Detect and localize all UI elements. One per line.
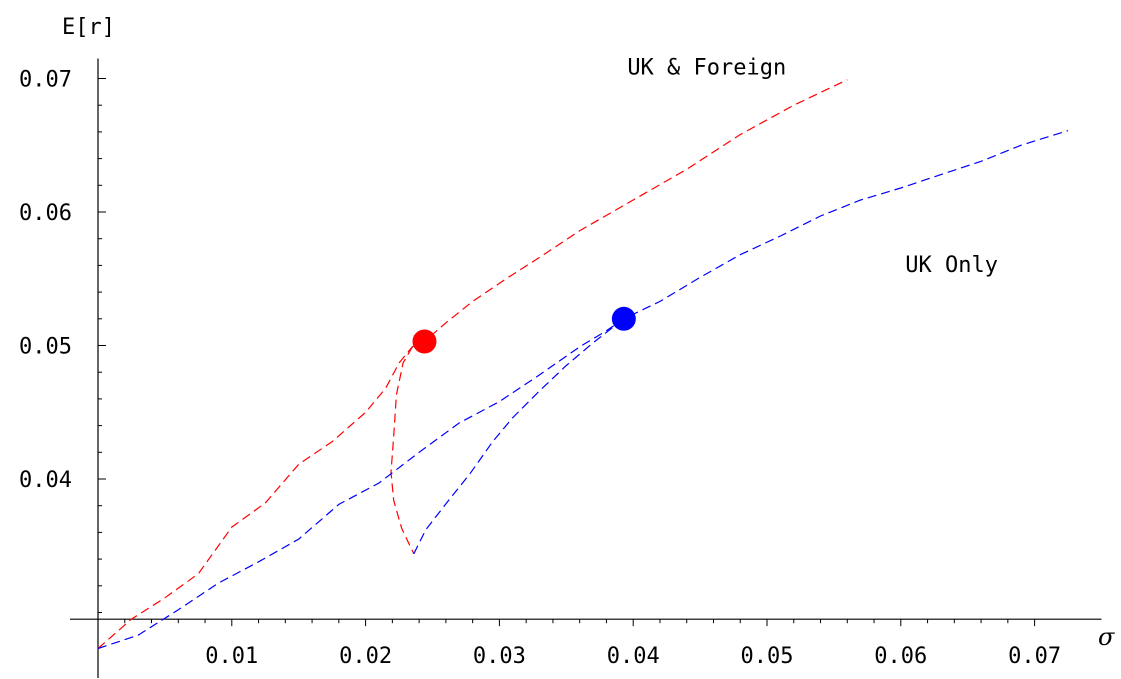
x-axis-title: σ [1098, 623, 1115, 651]
y-tick-label: 0.06 [19, 201, 72, 226]
marker-layer [412, 306, 636, 354]
label-layer: E[r] σ UK & Foreign UK Only [62, 15, 1115, 651]
x-tick-label: 0.02 [339, 644, 392, 669]
x-tick-label: 0.03 [473, 644, 526, 669]
x-tick-label: 0.06 [874, 644, 927, 669]
axes: 0.01 0.02 0.03 0.04 0.05 0.06 0.07 0.04 0.05 0.06… [19, 58, 1102, 678]
x-tick-label: 0.07 [1008, 644, 1061, 669]
portfolio-marker [611, 306, 636, 331]
series-line-uk-only-lower-branch [413, 318, 625, 555]
series-annotation: UK Only [905, 253, 998, 278]
y-tick-label: 0.07 [19, 68, 72, 93]
series-layer [97, 79, 1069, 650]
series-line-uk-only [97, 130, 1069, 650]
y-axis-title: E[r] [62, 15, 115, 40]
x-tick-label: 0.01 [205, 644, 258, 669]
x-tick-label: 0.04 [607, 644, 660, 669]
series-line-uk-foreign [97, 79, 848, 649]
y-tick-label: 0.05 [19, 335, 72, 360]
portfolio-marker [412, 329, 437, 354]
x-tick-label: 0.05 [741, 644, 794, 669]
y-tick-label: 0.04 [19, 468, 72, 493]
series-annotation: UK & Foreign [627, 55, 786, 80]
series-line-uk-foreign-lower-branch [390, 346, 415, 555]
